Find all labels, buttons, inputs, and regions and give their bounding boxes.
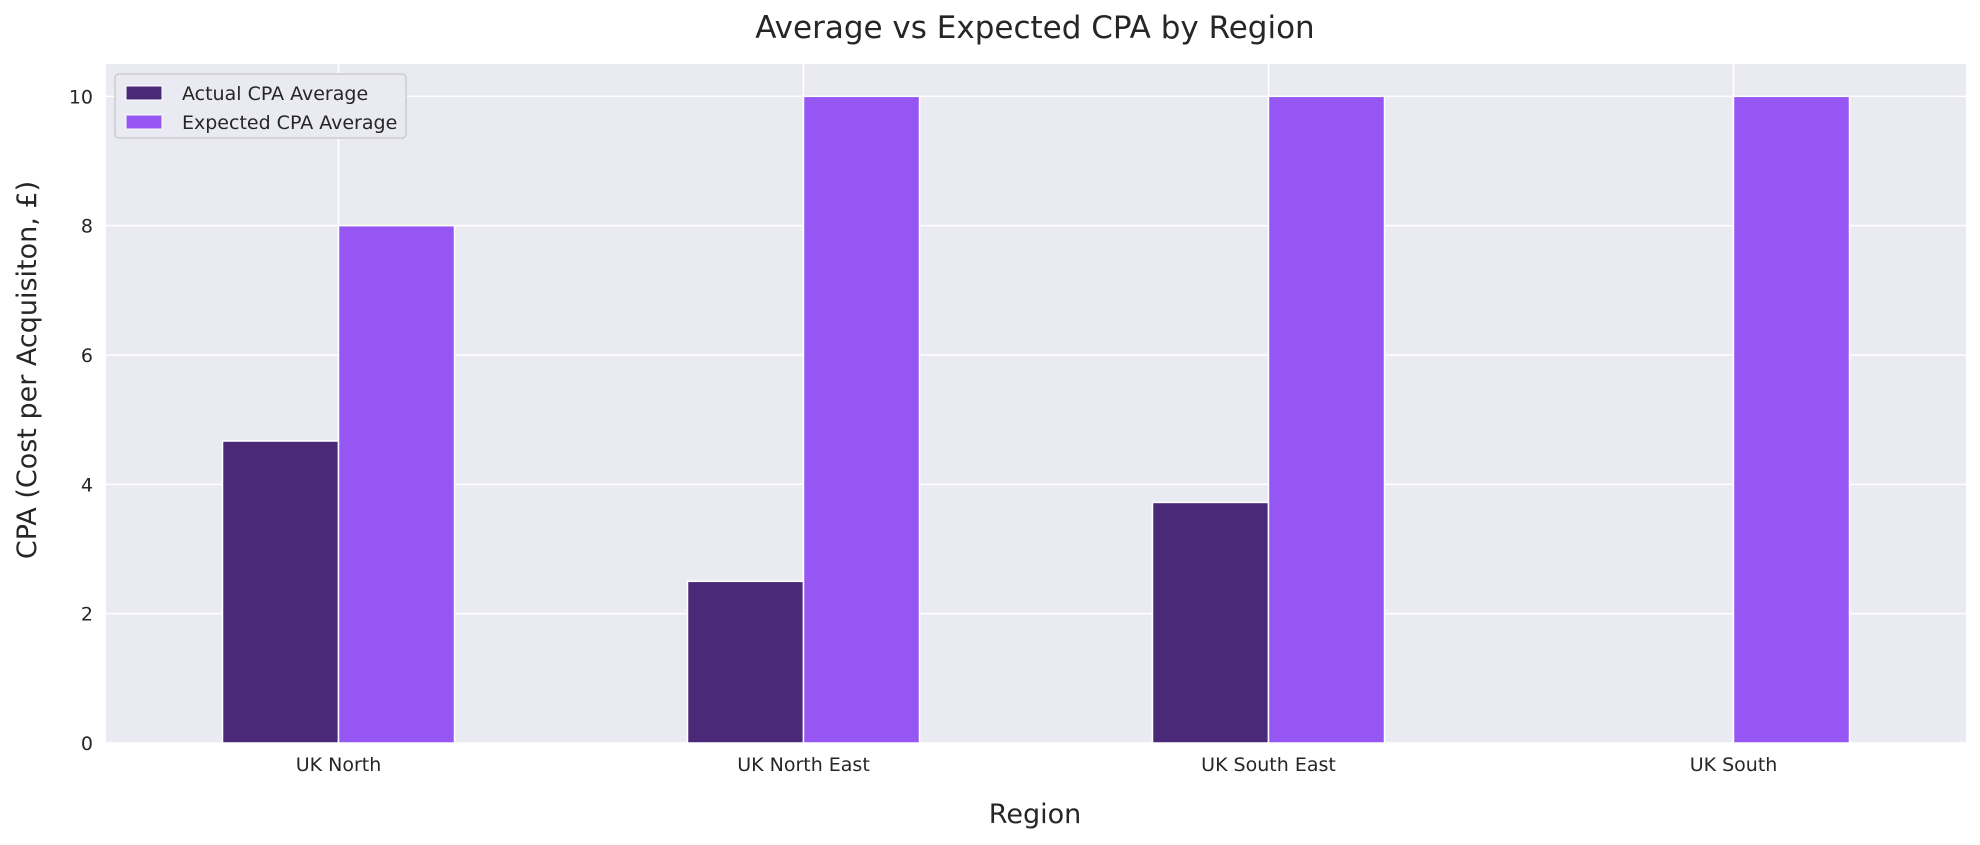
- bar: [1151, 501, 1270, 744]
- legend-label: Actual CPA Average: [182, 83, 368, 105]
- legend-label: Expected CPA Average: [182, 112, 397, 134]
- bar: [686, 580, 805, 744]
- x-tick-label: UK South East: [1201, 754, 1336, 776]
- chart-title: Average vs Expected CPA by Region: [755, 10, 1314, 46]
- x-tick-label: UK North: [296, 754, 382, 776]
- x-axis-label: Region: [989, 799, 1081, 830]
- y-axis-ticks: 0 2 4 6 8 10: [69, 86, 93, 755]
- y-tick-label: 2: [81, 604, 93, 626]
- y-axis-label: CPA (Cost per Acquisiton, £): [12, 181, 43, 559]
- bar: [221, 440, 340, 744]
- legend-box: [114, 73, 407, 139]
- bar: [1267, 95, 1386, 744]
- legend: Actual CPA Average Expected CPA Average: [114, 73, 407, 139]
- bar: [802, 95, 921, 744]
- y-tick-label: 6: [81, 345, 93, 367]
- bar: [337, 224, 456, 744]
- bars: [221, 95, 1851, 744]
- y-tick-label: 0: [81, 733, 93, 755]
- x-tick-label: UK North East: [737, 754, 870, 776]
- legend-swatch: [125, 114, 163, 130]
- x-axis-ticks: UK North UK North East UK South East UK Sou…: [296, 754, 1778, 776]
- bar: [1732, 95, 1851, 744]
- legend-swatch: [125, 85, 163, 101]
- y-tick-label: 8: [81, 216, 93, 238]
- x-tick-label: UK South: [1690, 754, 1778, 776]
- y-tick-label: 4: [81, 474, 93, 496]
- y-tick-label: 10: [69, 86, 93, 108]
